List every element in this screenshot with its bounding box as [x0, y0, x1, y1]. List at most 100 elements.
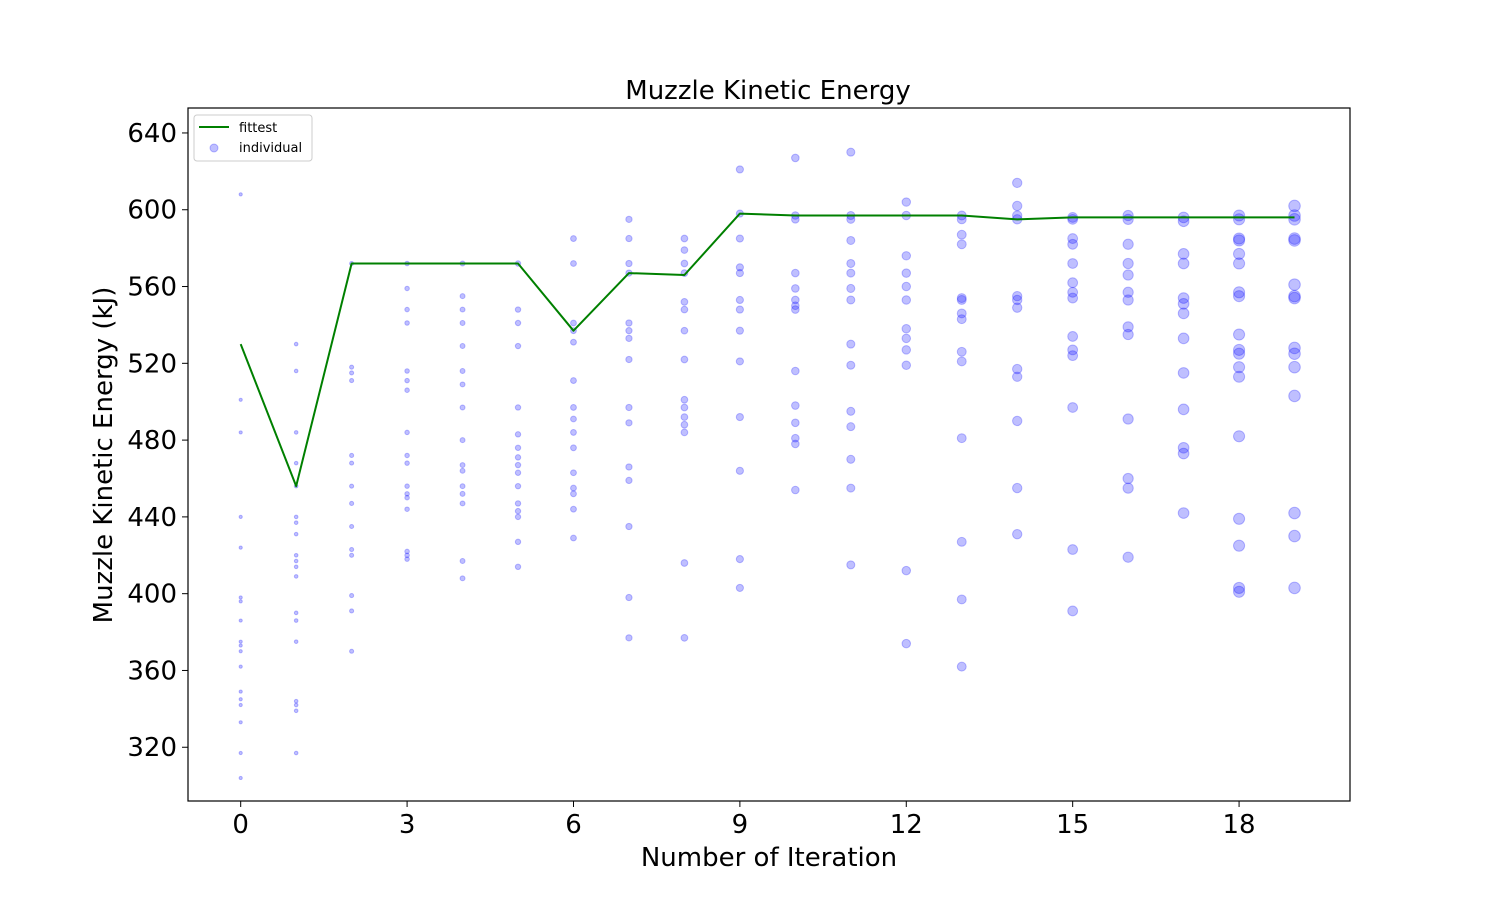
- individual-point: [1177, 215, 1190, 228]
- individual-point: [404, 320, 410, 326]
- individual-point: [956, 314, 967, 325]
- individual-point: [846, 258, 856, 269]
- individual-point: [1122, 321, 1134, 333]
- individual-point: [1233, 347, 1246, 360]
- individual-point: [293, 558, 299, 564]
- individual-point: [514, 431, 522, 438]
- x-tick-label: 15: [1056, 810, 1089, 840]
- individual-point: [680, 403, 689, 412]
- individual-point: [459, 558, 466, 565]
- legend-fittest-label: fittest: [239, 121, 277, 136]
- individual-point: [1122, 269, 1134, 281]
- individual-point: [735, 583, 744, 592]
- individual-point: [570, 260, 577, 267]
- individual-point: [791, 295, 800, 305]
- individual-point: [1067, 292, 1079, 304]
- individual-point: [735, 466, 744, 475]
- individual-point: [349, 364, 355, 370]
- individual-point: [1012, 200, 1023, 212]
- individual-point: [846, 422, 856, 432]
- individual-point: [1233, 257, 1246, 270]
- individual-point: [1012, 177, 1023, 189]
- individual-point: [570, 319, 577, 327]
- individual-point: [570, 338, 577, 346]
- individual-point: [846, 283, 856, 293]
- individual-point: [1122, 413, 1134, 425]
- individual-point: [1122, 294, 1134, 306]
- individual-point: [791, 284, 800, 293]
- individual-point: [514, 461, 522, 469]
- individual-point: [349, 648, 355, 654]
- individual-point: [1288, 291, 1301, 305]
- individual-point: [625, 327, 633, 335]
- individual-point: [1177, 257, 1190, 270]
- individual-point: [901, 345, 912, 355]
- individual-point: [514, 500, 522, 507]
- individual-point: [293, 341, 299, 347]
- individual-point: [404, 494, 410, 501]
- individual-point: [1177, 307, 1190, 320]
- individual-point: [570, 484, 577, 492]
- individual-point: [625, 319, 633, 327]
- individual-point: [1012, 363, 1023, 375]
- individual-point: [956, 295, 967, 305]
- individual-point: [1288, 360, 1301, 374]
- individual-point: [459, 467, 466, 474]
- individual-point: [1122, 482, 1134, 494]
- individual-point: [791, 418, 800, 428]
- individual-point: [791, 485, 800, 495]
- individual-point: [293, 698, 299, 704]
- individual-point: [735, 326, 744, 335]
- individual-point: [1067, 350, 1079, 362]
- individual-point: [1177, 248, 1190, 260]
- y-tick-label: 440: [127, 503, 177, 533]
- individual-point: [293, 460, 299, 466]
- individual-point: [1288, 506, 1301, 520]
- individual-point: [404, 548, 410, 555]
- individual-point: [404, 552, 410, 559]
- individual-point: [1177, 507, 1190, 519]
- chart-title: Muzzle Kinetic Energy: [625, 76, 910, 106]
- y-tick-label: 320: [127, 733, 177, 763]
- individual-point: [570, 377, 577, 385]
- individual-point: [404, 387, 410, 393]
- individual-point: [680, 559, 689, 567]
- individual-point: [1233, 343, 1246, 356]
- individual-point: [625, 463, 633, 471]
- individual-point: [293, 639, 299, 644]
- individual-point: [293, 702, 299, 708]
- individual-point: [1177, 441, 1190, 454]
- individual-point: [1122, 238, 1134, 250]
- individual-point: [1177, 367, 1190, 379]
- individual-point: [459, 437, 466, 444]
- individual-point: [404, 506, 410, 512]
- individual-point: [735, 269, 744, 278]
- individual-point: [956, 229, 967, 240]
- individual-point: [846, 295, 856, 305]
- individual-point: [846, 235, 856, 245]
- x-tick-label: 3: [399, 810, 416, 840]
- individual-point: [1288, 232, 1301, 245]
- y-tick-label: 480: [127, 426, 177, 456]
- individual-point: [846, 147, 856, 157]
- individual-point: [459, 490, 466, 497]
- individual-point: [1122, 551, 1134, 563]
- individual-point: [680, 305, 689, 314]
- individual-point: [846, 560, 856, 570]
- individual-point: [238, 689, 243, 694]
- individual-point: [1012, 294, 1023, 306]
- individual-point: [570, 534, 577, 542]
- individual-point: [680, 234, 689, 243]
- individual-point: [238, 545, 243, 550]
- y-tick-label: 600: [127, 196, 177, 226]
- individual-point: [625, 522, 633, 531]
- individual-point: [735, 165, 744, 174]
- individual-point: [238, 643, 243, 648]
- individual-point: [1012, 415, 1023, 427]
- y-tick-label: 520: [127, 349, 177, 379]
- individual-point: [680, 355, 689, 364]
- individual-point: [1288, 289, 1301, 303]
- y-tick-label: 560: [127, 273, 177, 303]
- individual-point: [791, 305, 800, 314]
- individual-point: [1122, 328, 1134, 341]
